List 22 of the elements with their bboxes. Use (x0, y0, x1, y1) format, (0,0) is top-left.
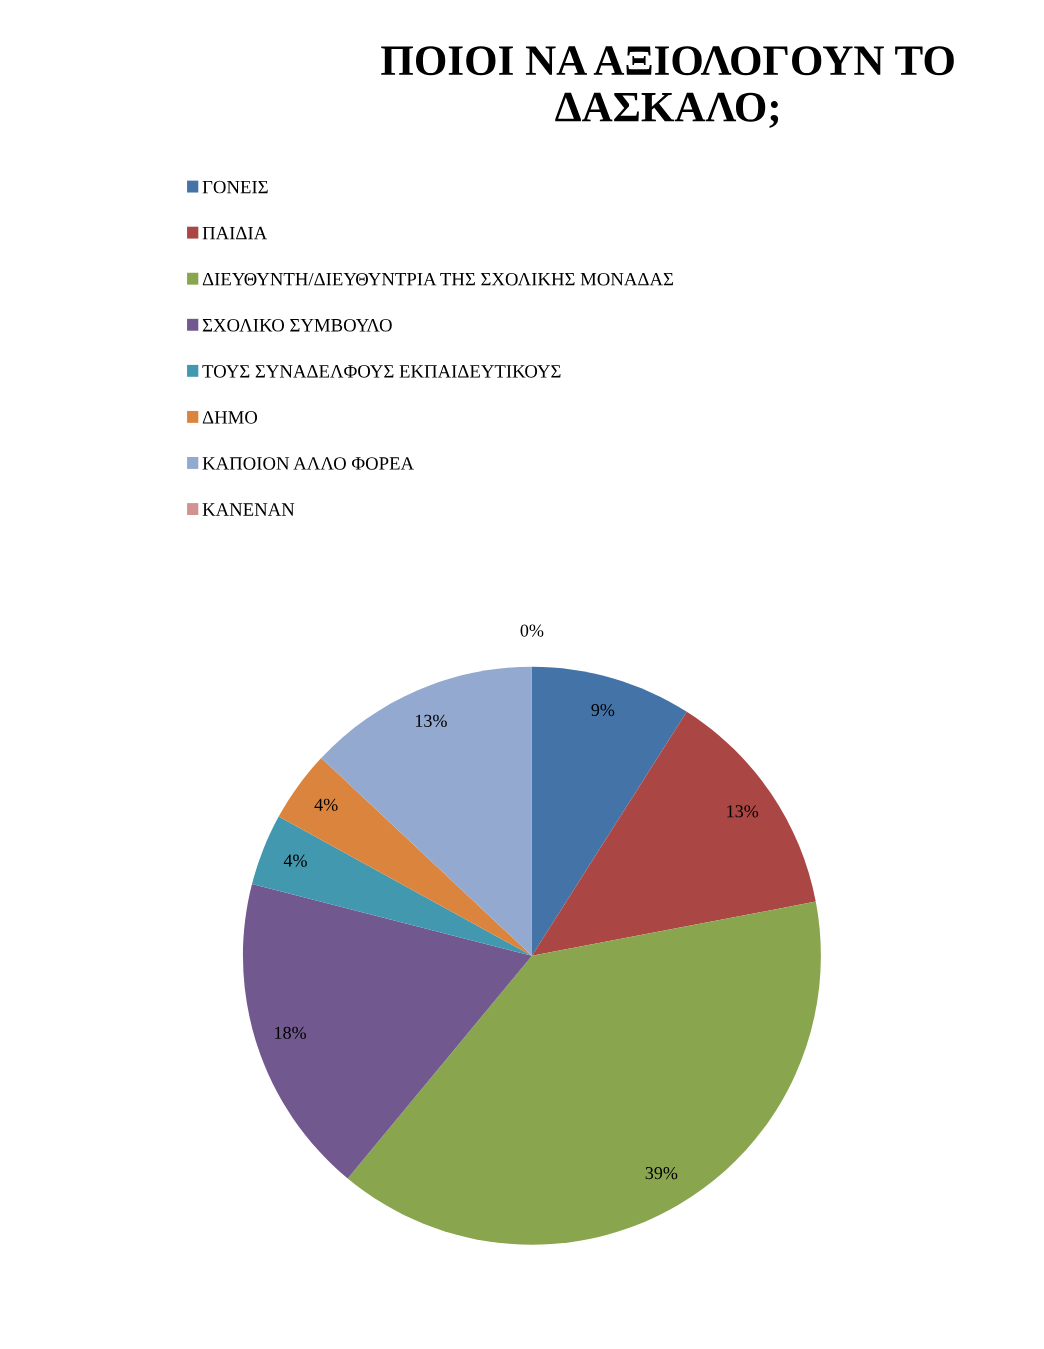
legend-label: ΤΟΥΣ ΣΥΝΑΔΕΛΦΟΥΣ ΕΚΠΑΙΔΕΥΤΙΚΟΥΣ (202, 365, 561, 378)
data-label: 13% (727, 805, 759, 818)
pie-slice (242, 883, 532, 1179)
chart-title: ΠΟΙΟΙ ΝΑ ΑΞΙΟΛΟΓΟΥΝ ΤΟ ΔΑΣΚΑΛΟ; (381, 46, 954, 128)
legend-label: ΔΗΜΟ (202, 411, 258, 424)
pie-slice (252, 816, 532, 956)
data-label: 13% (415, 714, 447, 727)
legend-label: ΣΧΟΛΙΚΟ ΣΥΜΒΟΥΛΟ (202, 318, 392, 332)
data-label: 39% (645, 1166, 678, 1180)
text: 0% (520, 624, 544, 637)
data-label: 4% (283, 854, 307, 867)
pie-slice (347, 901, 821, 1245)
data-label: 18% (275, 1026, 306, 1039)
legend-label: ΚΑΝΕΝΑΝ (202, 503, 295, 516)
legend-label: ΚΑΠΟΙΟΝ ΑΛΛΟ ΦΟΡΕΑ (202, 457, 414, 470)
legend-label: ΔΙΕΥΘΥΝΤΗ/ΔΙΕΥΘΥΝΤΡΙΑ ΤΗΣ ΣΧΟΛΙΚΗΣ ΜΟΝΑΔΑΣ (202, 272, 673, 286)
legend-label: ΠΑΙΔΙΑ (202, 226, 268, 240)
pie-slice (531, 666, 687, 956)
legend-label: ΓΟΝΕΙΣ (202, 180, 268, 194)
data-label: 9% (591, 703, 615, 717)
pie-slice (278, 757, 532, 956)
data-label: 4% (314, 798, 338, 811)
